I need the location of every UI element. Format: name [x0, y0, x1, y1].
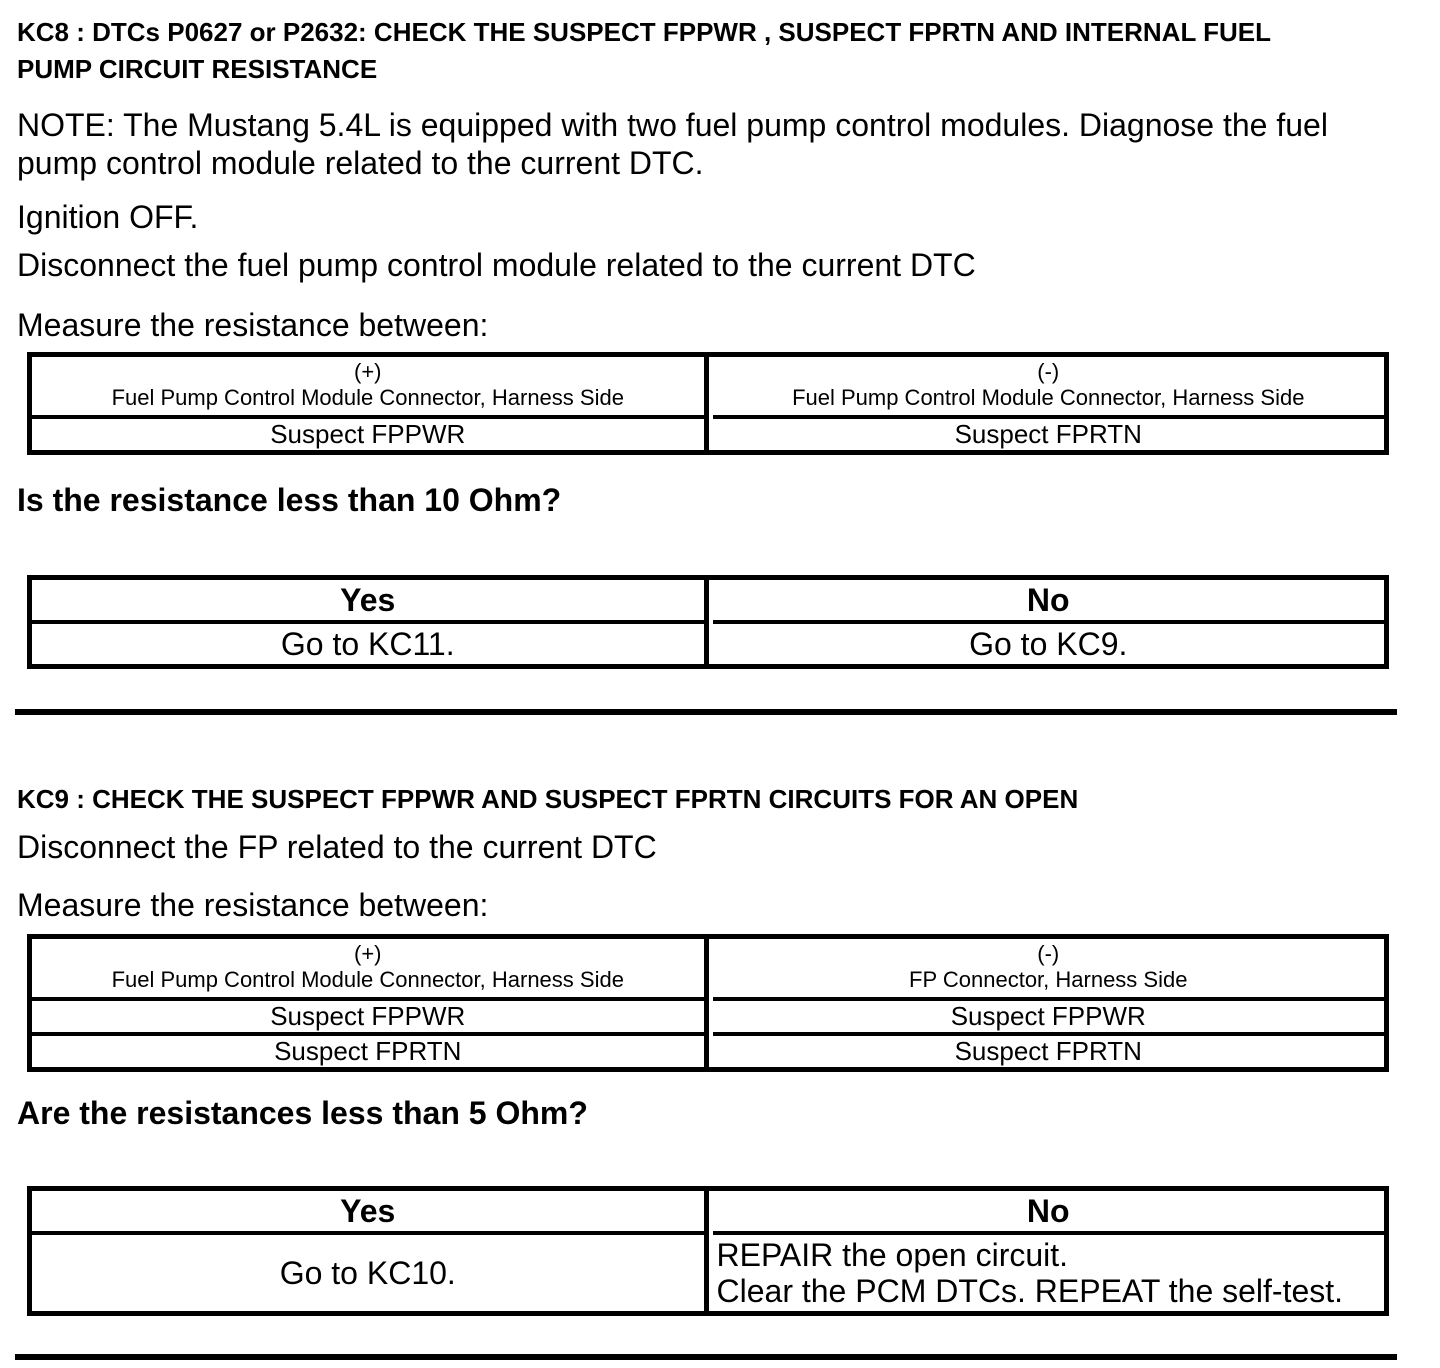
no-header-cell: No	[712, 1191, 1384, 1235]
yes-header-cell: Yes	[32, 580, 704, 624]
kc9-section-heading: KC9 : CHECK THE SUSPECT FPPWR AND SUSPEC…	[17, 784, 1079, 814]
kc9-question: Are the resistances less than 5 Ohm?	[17, 1095, 588, 1131]
kc9-step-measure-resistance: Measure the resistance between:	[17, 887, 489, 923]
table-cell-positive-circuit: Suspect FPRTN	[274, 1036, 462, 1066]
document-page: KC8 : DTCs P0627 or P2632: CHECK THE SUS…	[0, 14, 1440, 1368]
table-cell-negative-circuit: Suspect FPRTN	[954, 1036, 1142, 1066]
no-action-cell: REPAIR the open circuit. Clear the PCM D…	[716, 1237, 1344, 1309]
negative-label: Fuel Pump Control Module Connector, Harn…	[792, 385, 1305, 410]
kc8-step-ignition-off: Ignition OFF.	[17, 199, 199, 235]
negative-sign: (-)	[1037, 359, 1060, 384]
no-action-cell: Go to KC9.	[969, 626, 1128, 662]
negative-header-cell: (-) Fuel Pump Control Module Connector, …	[712, 357, 1384, 419]
kc8-question: Is the resistance less than 10 Ohm?	[17, 482, 562, 518]
table-center-divider	[703, 357, 713, 450]
kc8-decision-table: Yes No Go to KC11. Go to KC9.	[27, 575, 1389, 669]
table-center-divider	[703, 580, 713, 664]
kc8-section: KC8 : DTCs P0627 or P2632: CHECK THE SUS…	[0, 14, 1440, 669]
no-header-cell: No	[712, 580, 1384, 624]
positive-sign: (+)	[354, 941, 382, 966]
yes-action-cell: Go to KC10.	[279, 1255, 456, 1291]
negative-header-cell: (-) FP Connector, Harness Side	[712, 939, 1384, 1001]
table-center-divider	[703, 939, 713, 1067]
table-center-divider	[703, 1191, 713, 1311]
kc9-decision-table: Yes No Go to KC10. REPAIR the open circu…	[27, 1186, 1389, 1316]
table-cell-negative-circuit: Suspect FPPWR	[712, 1001, 1384, 1036]
positive-sign: (+)	[354, 359, 382, 384]
kc8-note: NOTE: The Mustang 5.4L is equipped with …	[17, 107, 1328, 181]
kc8-step-disconnect-module: Disconnect the fuel pump control module …	[17, 247, 976, 283]
negative-sign: (-)	[1037, 941, 1060, 966]
kc8-section-heading: KC8 : DTCs P0627 or P2632: CHECK THE SUS…	[17, 17, 1271, 84]
kc8-step-measure-resistance: Measure the resistance between:	[17, 307, 489, 343]
kc9-section: KC9 : CHECK THE SUSPECT FPPWR AND SUSPEC…	[0, 781, 1440, 1316]
yes-action-cell: Go to KC11.	[280, 626, 455, 662]
section-divider	[15, 709, 1397, 715]
positive-label: Fuel Pump Control Module Connector, Harn…	[111, 967, 624, 992]
negative-label: FP Connector, Harness Side	[909, 967, 1188, 992]
kc9-measurement-table: (+) Fuel Pump Control Module Connector, …	[27, 934, 1389, 1072]
section-divider	[15, 1354, 1397, 1360]
table-cell-positive-circuit: Suspect FPPWR	[32, 1001, 704, 1036]
positive-header-cell: (+) Fuel Pump Control Module Connector, …	[32, 357, 704, 419]
kc9-step-disconnect-fp: Disconnect the FP related to the current…	[17, 829, 657, 865]
kc8-measurement-table: (+) Fuel Pump Control Module Connector, …	[27, 352, 1389, 455]
table-cell-negative-circuit: Suspect FPRTN	[954, 419, 1142, 449]
positive-header-cell: (+) Fuel Pump Control Module Connector, …	[32, 939, 704, 1001]
yes-header-cell: Yes	[32, 1191, 704, 1235]
table-cell-positive-circuit: Suspect FPPWR	[270, 419, 466, 449]
positive-label: Fuel Pump Control Module Connector, Harn…	[111, 385, 624, 410]
